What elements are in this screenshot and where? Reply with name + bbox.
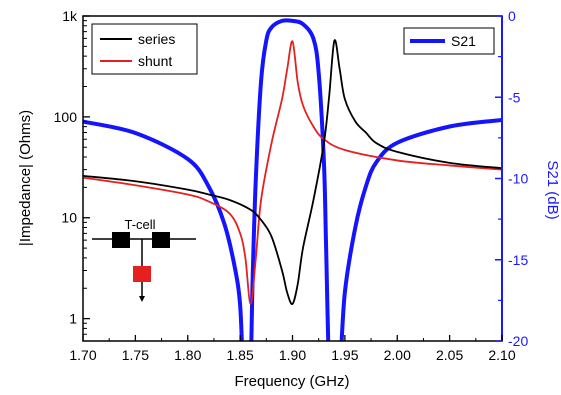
- x-tick-label: 2.10: [488, 347, 515, 363]
- legend-shunt-label: shunt: [138, 53, 172, 69]
- x-axis: 1.70 1.75 1.80 1.85 1.90 1.95 2.00 2.05 2.10: [69, 335, 516, 363]
- legend-left: series shunt: [91, 23, 198, 75]
- left-y-tick-label: 1: [69, 311, 77, 327]
- right-y-tick-label: -20: [508, 333, 528, 349]
- inset-shunt-resonator: [133, 266, 151, 282]
- left-y-tick-label: 1k: [62, 8, 78, 24]
- left-y-tick-label: 10: [61, 210, 77, 226]
- right-y-tick-label: -10: [508, 171, 528, 187]
- inset-series-resonator-2: [152, 232, 170, 248]
- left-y-axis: 1 10 100 1k: [54, 8, 90, 335]
- legend-s21-label: S21: [451, 33, 476, 49]
- series-line-series: [83, 39, 502, 305]
- t-cell-inset: T-cell: [92, 217, 196, 302]
- x-tick-label: 1.95: [331, 347, 358, 363]
- inset-title: T-cell: [124, 217, 155, 232]
- left-y-tick-label: 100: [54, 109, 78, 125]
- legend-series-label: series: [138, 31, 175, 47]
- inset-series-resonator-1: [112, 232, 130, 248]
- series-line-s21: [83, 18, 502, 341]
- x-tick-label: 2.05: [436, 347, 463, 363]
- x-tick-label: 1.85: [227, 347, 254, 363]
- legend-left-box: [91, 23, 198, 75]
- left-y-axis-title: |Impedance| (Ohms): [17, 110, 34, 246]
- series-layer: [83, 18, 502, 341]
- right-y-tick-label: -15: [508, 252, 528, 268]
- series-line-shunt: [83, 40, 502, 305]
- x-tick-label: 1.80: [174, 347, 201, 363]
- right-y-axis: 0 -5 -10 -15 -20: [495, 8, 528, 349]
- x-tick-label: 1.75: [122, 347, 149, 363]
- legend-right: S21: [403, 27, 495, 55]
- x-axis-title: Frequency (GHz): [234, 373, 349, 390]
- x-tick-label: 1.70: [69, 347, 96, 363]
- x-tick-label: 1.90: [279, 347, 306, 363]
- right-y-tick-label: -5: [508, 89, 521, 105]
- inset-ground-arrow: [139, 296, 145, 302]
- right-y-axis-title: S21 (dB): [544, 160, 561, 219]
- x-tick-label: 2.00: [384, 347, 411, 363]
- right-y-tick-label: 0: [508, 8, 516, 24]
